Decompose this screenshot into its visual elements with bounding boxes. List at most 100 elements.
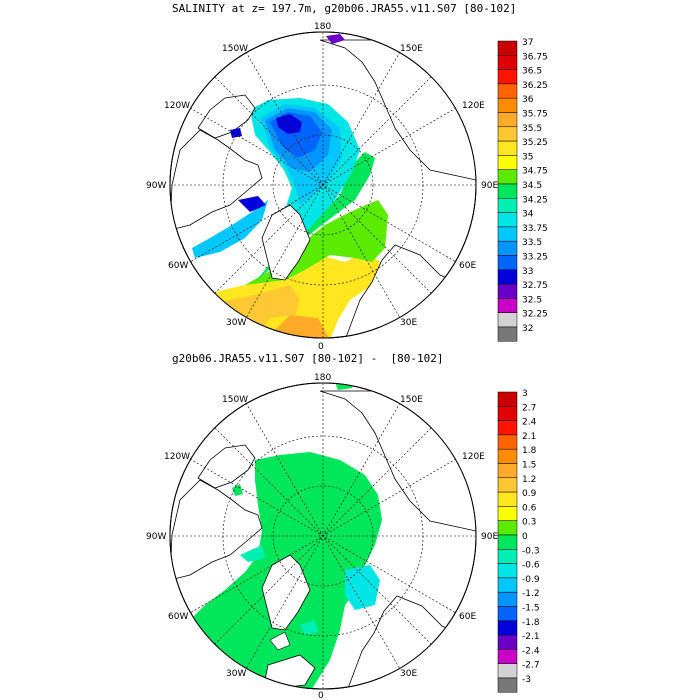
colorbar-swatch (497, 563, 518, 579)
colorbar-swatch (497, 448, 518, 464)
colorbar-label: -2.1 (522, 632, 540, 642)
colorbar-swatch (497, 591, 518, 607)
colorbar-label: -1.2 (522, 589, 540, 599)
colorbar-swatch (497, 506, 518, 521)
colorbar-swatch (497, 577, 518, 593)
colorbar-label: -3 (522, 675, 531, 685)
colorbar-label: -2.4 (522, 646, 540, 656)
colorbar-label: 36.25 (522, 81, 548, 91)
top-colorbar: 37 36.75 36.5 36.25 36 35.75 35.5 35.25 35 34.75 3… (497, 38, 548, 342)
colorbar-label: 0 (522, 532, 528, 542)
colorbar-swatch (497, 534, 518, 550)
colorbar-label: 1.8 (522, 446, 537, 456)
bottom-colorbar: 3 2.7 2.4 2.1 1.8 1.5 1.2 0.9 0.6 0.3 0 -0.3 -0.6 -0.… (497, 389, 540, 693)
bottom-label-120e: 120E (462, 452, 485, 462)
colorbar-label: 35 (522, 152, 533, 162)
bottom-label-30e: 30E (400, 669, 417, 679)
colorbar-label: 32.5 (522, 295, 542, 305)
colorbar-swatch (497, 255, 518, 271)
top-label-0: 0 (318, 342, 324, 352)
colorbar-swatch (497, 83, 518, 99)
top-label-60e: 60E (459, 261, 476, 271)
colorbar-swatch (497, 606, 518, 622)
alaska-outline (197, 94, 256, 139)
colorbar-label: -1.8 (522, 618, 540, 628)
top-label-120e: 120E (462, 101, 485, 111)
colorbar-label: 0.9 (522, 489, 537, 499)
colorbar-label: -0.6 (522, 561, 540, 571)
bottom-label-90e: 90E (481, 532, 498, 542)
colorbar-label: 2.1 (522, 432, 536, 442)
colorbar-label: 36.75 (522, 52, 548, 62)
colorbar-swatch (497, 226, 518, 242)
bottom-label-0: 0 (318, 691, 324, 700)
colorbar-label: 2.4 (522, 418, 537, 428)
colorbar-swatch (497, 406, 518, 421)
colorbar-swatch (497, 183, 518, 199)
colorbar-label: 34.5 (522, 181, 542, 191)
colorbar-label: 37 (522, 38, 533, 48)
colorbar-label: -0.3 (522, 546, 540, 556)
colorbar-swatch (497, 212, 518, 228)
top-label-90e: 90E (481, 181, 498, 191)
colorbar-swatch (497, 269, 518, 285)
greenland-outline (261, 204, 311, 281)
colorbar-label: 1.5 (522, 461, 536, 471)
bottom-label-150w: 150W (222, 395, 248, 405)
colorbar-label: 33.75 (522, 224, 548, 234)
colorbar-label: -0.9 (522, 575, 540, 585)
colorbar-label: 0.3 (522, 518, 536, 528)
colorbar-swatch (497, 69, 518, 85)
top-label-60w: 60W (168, 261, 188, 271)
colorbar-label: 3 (522, 389, 528, 399)
colorbar-swatch (497, 40, 518, 56)
colorbar-swatch (497, 298, 518, 313)
bottom-label-30w: 30W (226, 669, 246, 679)
colorbar-swatch (497, 463, 518, 479)
colorbar-swatch (497, 55, 518, 70)
colorbar-swatch (497, 677, 518, 693)
colorbar-swatch (497, 283, 518, 299)
colorbar-label: 32 (522, 324, 533, 334)
colorbar-swatch (497, 140, 518, 156)
colorbar-label: 35.5 (522, 124, 542, 134)
colorbar-swatch (497, 434, 518, 450)
colorbar-swatch (497, 634, 518, 650)
colorbar-swatch (497, 169, 518, 185)
colorbar-label: 33.25 (522, 253, 548, 263)
bottom-label-90w: 90W (146, 532, 166, 542)
colorbar-swatch (497, 391, 518, 407)
bottom-label-60e: 60E (459, 612, 476, 622)
colorbar-swatch (497, 97, 518, 113)
colorbar-swatch (497, 126, 518, 142)
colorbar-swatch (497, 649, 518, 664)
colorbar-swatch (497, 312, 518, 328)
colorbar-label: 32.75 (522, 281, 548, 291)
colorbar-swatch (497, 663, 518, 679)
colorbar-swatch (497, 491, 518, 507)
top-label-180: 180 (314, 22, 331, 32)
bottom-label-180: 180 (314, 373, 331, 383)
colorbar-label: -1.5 (522, 604, 540, 614)
colorbar-label: 33.5 (522, 238, 542, 248)
top-label-30e: 30E (400, 318, 417, 328)
bottom-label-150e: 150E (400, 395, 423, 405)
top-label-120w: 120W (164, 101, 190, 111)
colorbar-swatch (497, 240, 518, 256)
colorbar-label: 35.75 (522, 110, 548, 120)
bottom-panel-title: g20b06.JRA55.v11.S07 [80-102] - [80-102] (172, 352, 444, 365)
colorbar-label: 32.25 (522, 310, 548, 320)
colorbar-swatch (497, 420, 518, 436)
colorbar-swatch (497, 155, 518, 170)
colorbar-label: 36 (522, 95, 534, 105)
colorbar-swatch (497, 326, 518, 342)
colorbar-label: 35.25 (522, 138, 548, 148)
colorbar-swatch (497, 477, 518, 493)
colorbar-swatch (497, 198, 518, 213)
top-label-150w: 150W (222, 44, 248, 54)
colorbar-label: 0.6 (522, 503, 537, 513)
colorbar-label: 1.2 (522, 475, 536, 485)
top-map (169, 31, 477, 339)
colorbar-swatch (497, 112, 518, 128)
